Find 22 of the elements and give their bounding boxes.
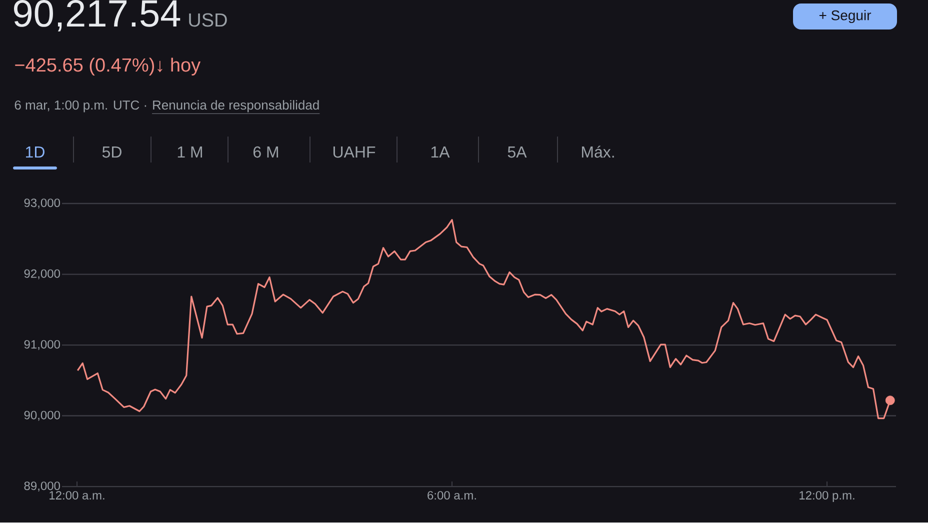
y-tick-label: 93,000 <box>24 198 60 209</box>
text: Renuncia de responsabilidad <box>153 100 319 112</box>
text: USD <box>189 14 227 27</box>
text: 1A <box>431 146 450 158</box>
text: 1D <box>26 146 44 158</box>
text: −425.65 (0.47%)↓ hoy <box>15 58 201 76</box>
text: 5A <box>508 146 527 158</box>
y-tick-label: 91,000 <box>24 340 60 350</box>
text: + Seguir <box>819 10 872 24</box>
y-tick-label: 92,000 <box>24 270 60 280</box>
text: Máx. <box>582 146 614 158</box>
x-tick-label: 12:00 a.m. <box>50 491 104 500</box>
x-tick-label: 12:00 p.m. <box>800 491 854 502</box>
text: 6 M <box>253 146 278 158</box>
x-tick-label: 6:00 a.m. <box>428 491 476 500</box>
chart-title: 90,217.54 <box>14 0 180 32</box>
text: 5D <box>102 146 122 158</box>
text: 1 M <box>178 146 202 158</box>
text: 6 mar, 1:00 p.m. UTC · <box>14 100 146 112</box>
y-tick-label: 90,000 <box>24 411 60 421</box>
text: UAHF <box>333 146 376 158</box>
y-tick-label: 89,000 <box>24 482 60 492</box>
